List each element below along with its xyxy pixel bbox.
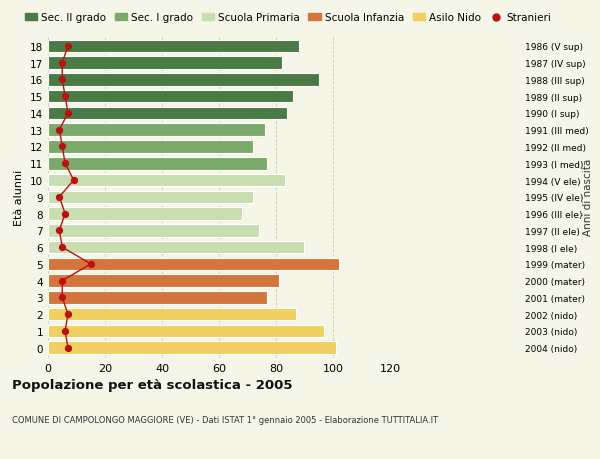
Bar (48, 258, 338, 271)
Point (58, 277, 67, 285)
Point (69, 177, 79, 185)
Bar (48, 174, 284, 187)
Bar (48, 141, 253, 153)
Point (63, 110, 73, 118)
Point (60, 93, 70, 101)
Bar (48, 241, 304, 254)
Point (55, 227, 64, 235)
Point (60, 210, 70, 218)
Point (58, 77, 67, 84)
Text: COMUNE DI CAMPOLONGO MAGGIORE (VE) - Dati ISTAT 1° gennaio 2005 - Elaborazione T: COMUNE DI CAMPOLONGO MAGGIORE (VE) - Dat… (12, 415, 438, 425)
Bar (48, 325, 325, 337)
Point (60, 160, 70, 168)
Point (86, 261, 95, 268)
Bar (48, 308, 296, 321)
Text: Popolazione per età scolastica - 2005: Popolazione per età scolastica - 2005 (12, 379, 293, 392)
Bar (48, 224, 259, 237)
Bar (48, 74, 319, 86)
Point (63, 311, 73, 318)
Point (58, 144, 67, 151)
Point (63, 43, 73, 50)
Bar (48, 208, 242, 220)
Point (55, 127, 64, 134)
Bar (48, 275, 279, 287)
Y-axis label: Età alunni: Età alunni (14, 169, 25, 225)
Point (63, 344, 73, 352)
Legend: Sec. II grado, Sec. I grado, Scuola Primaria, Scuola Infanzia, Asilo Nido, Stran: Sec. II grado, Sec. I grado, Scuola Prim… (20, 9, 556, 28)
Bar (48, 157, 268, 170)
Bar (48, 40, 299, 53)
Point (58, 294, 67, 302)
Point (55, 194, 64, 201)
Bar (48, 291, 268, 304)
Bar (48, 57, 281, 70)
Bar (48, 341, 336, 354)
Bar (48, 124, 265, 137)
Bar (48, 107, 287, 120)
Bar (48, 191, 253, 204)
Text: Anni di nascita: Anni di nascita (583, 159, 593, 236)
Point (58, 60, 67, 67)
Bar (48, 91, 293, 103)
Point (60, 328, 70, 335)
Point (58, 244, 67, 251)
